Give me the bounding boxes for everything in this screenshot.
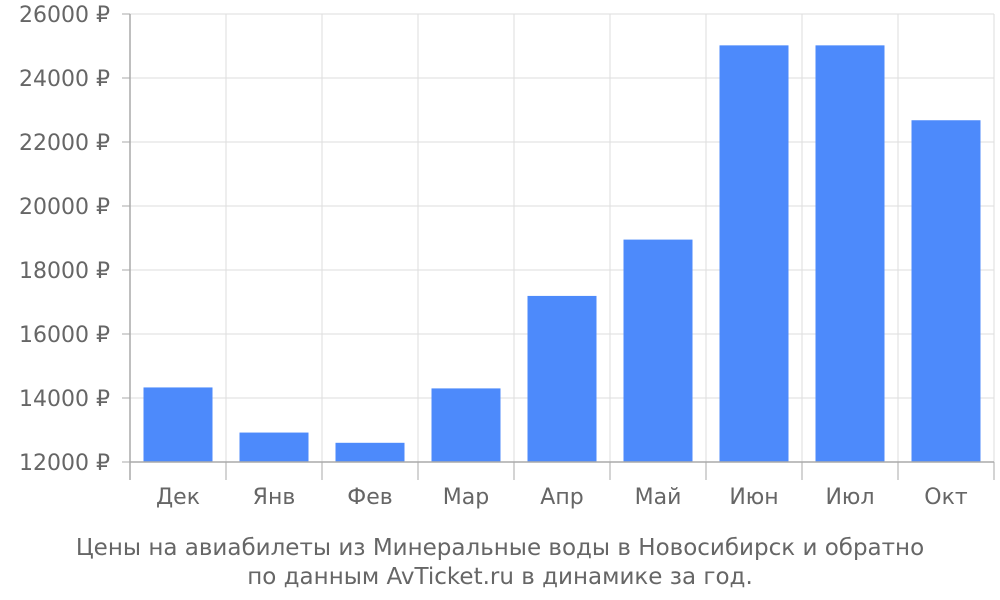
x-tick-label: Окт [924,485,968,510]
y-tick-label: 16000 ₽ [19,323,110,348]
y-tick-label: 12000 ₽ [19,451,110,476]
bar [815,45,885,463]
bar [239,432,309,462]
y-tick-labels: 12000 ₽ 14000 ₽ 16000 ₽ 18000 ₽ 20000 ₽ 22000… [19,3,110,476]
x-tick-label: Июл [825,485,874,510]
x-tick-label: Апр [540,485,583,510]
x-tick-label: Дек [156,485,200,510]
x-tick-label: Май [635,485,682,510]
bar [911,120,981,463]
y-tick-label: 22000 ₽ [19,131,110,156]
bar [431,388,501,462]
grid [130,13,995,463]
y-tick-label: 26000 ₽ [19,3,110,28]
y-tick-label: 18000 ₽ [19,259,110,284]
bar [143,387,213,462]
y-tick-label: 14000 ₽ [19,387,110,412]
price-bar-chart: 12000 ₽ 14000 ₽ 16000 ₽ 18000 ₽ 20000 ₽ 22000… [19,3,995,510]
chart-caption-line-1: Цены на авиабилеты из Минеральные воды в… [75,535,925,561]
x-tick-label: Июн [729,485,778,510]
y-tick-label: 20000 ₽ [19,195,110,220]
bar [719,45,789,463]
bars [143,45,981,463]
x-tick-labels: Дек Янв Фев Мар Апр Май Июн Июл Окт [156,485,968,510]
bar [527,295,597,462]
bar [623,239,693,462]
y-tick-label: 24000 ₽ [19,67,110,92]
bar [335,442,405,462]
x-tick-label: Мар [443,485,489,510]
x-tick-label: Янв [253,485,296,510]
x-tick-label: Фев [347,485,392,510]
axes [122,13,995,480]
chart-caption-line-2: по данным AvTicket.ru в динамике за год. [247,564,753,590]
